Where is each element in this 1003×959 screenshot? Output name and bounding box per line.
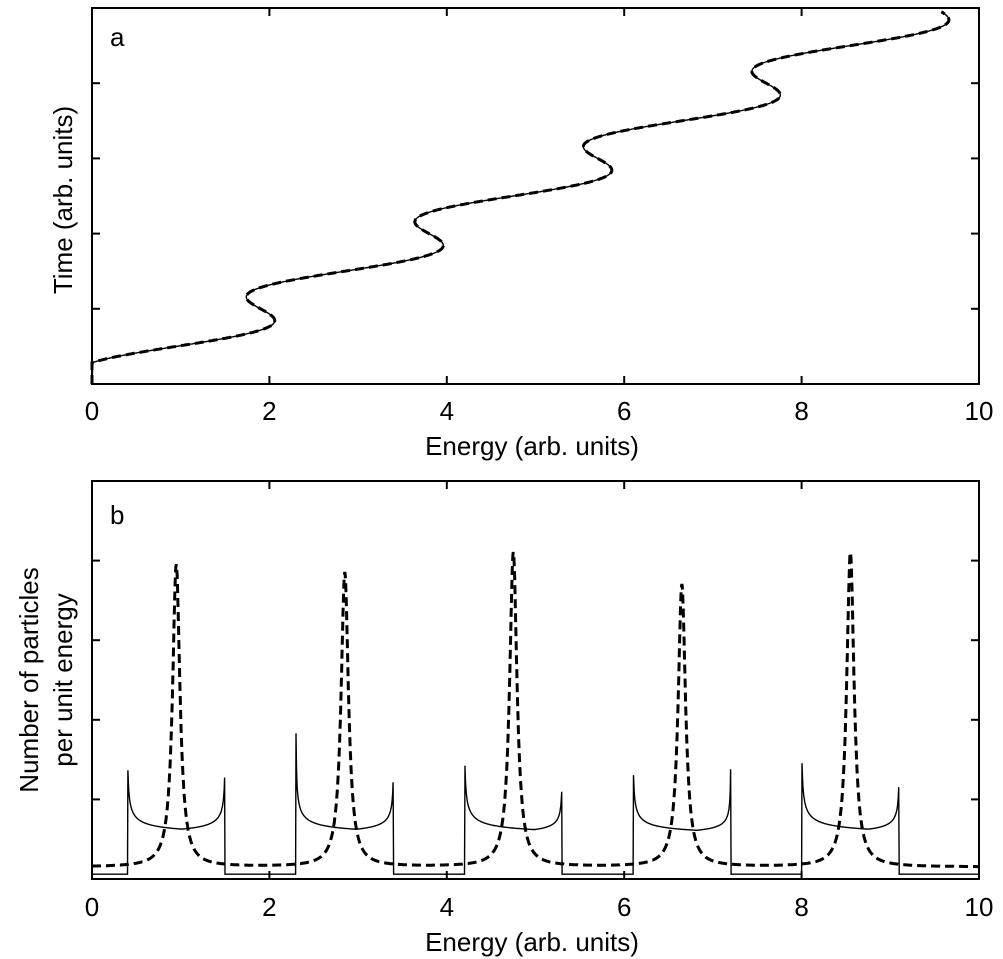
panel-b-xtick-2: 2 xyxy=(262,892,276,922)
panel-b-xlabel: Energy (arb. units) xyxy=(425,927,639,957)
panel-b-letter: b xyxy=(110,500,124,530)
panel-a-xtick-6: 6 xyxy=(617,396,631,426)
panel-a-xlabel: Energy (arb. units) xyxy=(425,431,639,461)
panel-b-series-solid xyxy=(92,733,979,875)
panel-a-xtick-4: 4 xyxy=(440,396,454,426)
panel-b-frame xyxy=(91,480,980,880)
panel-a-ticks xyxy=(92,8,979,384)
panel-a-xtick-0: 0 xyxy=(85,396,99,426)
panel-b-xtick-labels: 0 2 4 6 8 10 xyxy=(85,892,994,922)
panel-a-xtick-8: 8 xyxy=(794,396,808,426)
panel-a: a 0 2 4 6 8 10 Energy (arb. units) Time … xyxy=(48,7,994,461)
panel-b-ylabel-line2: per unit energy xyxy=(48,593,78,766)
panel-b-xtick-4: 4 xyxy=(440,892,454,922)
panel-b: b 0 2 4 6 8 10 Energy (arb. units) Numbe… xyxy=(14,480,994,957)
panel-a-ylabel: Time (arb. units) xyxy=(48,106,78,294)
panel-b-ticks xyxy=(92,481,979,879)
panel-b-xtick-10: 10 xyxy=(965,892,994,922)
panel-a-xtick-10: 10 xyxy=(965,396,994,426)
panel-b-xtick-8: 8 xyxy=(794,892,808,922)
panel-a-letter: a xyxy=(110,22,125,52)
panel-b-xtick-0: 0 xyxy=(85,892,99,922)
panel-a-xtick-labels: 0 2 4 6 8 10 xyxy=(85,396,994,426)
panel-a-curves xyxy=(90,10,951,385)
panel-b-xtick-6: 6 xyxy=(617,892,631,922)
panel-a-frame xyxy=(91,7,980,385)
panel-b-curves xyxy=(92,551,979,875)
panel-b-series-dashed xyxy=(92,551,979,869)
panel-a-xtick-2: 2 xyxy=(262,396,276,426)
panel-a-series-solid xyxy=(91,11,950,385)
panel-a-series-dashed xyxy=(90,10,951,384)
panel-b-ylabel-line1: Number of particles xyxy=(14,567,44,792)
